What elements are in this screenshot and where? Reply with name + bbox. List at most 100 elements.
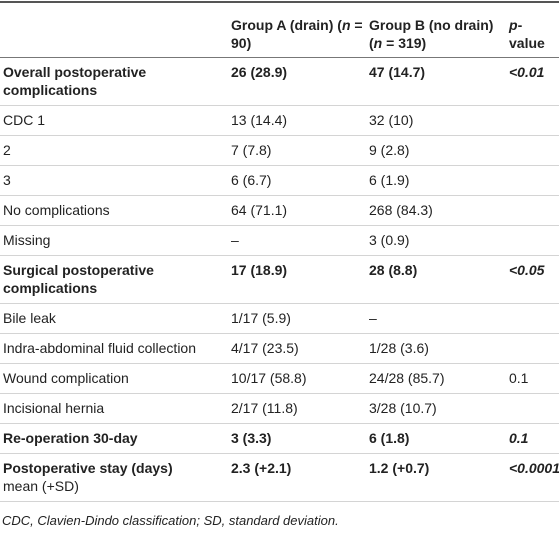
table-cell: 3 (0.9) — [366, 225, 506, 256]
cell-text: 10/17 (58.8) — [231, 370, 307, 386]
table-cell: 268 (84.3) — [366, 195, 506, 226]
table-cell: CDC 1 — [0, 105, 228, 136]
table-cell — [506, 393, 559, 424]
cell-text: Re-operation 30-day — [3, 430, 138, 446]
header-cell — [0, 2, 228, 58]
table-cell: 2/17 (11.8) — [228, 393, 366, 424]
table-cell: 1/17 (5.9) — [228, 303, 366, 334]
header-text: p — [509, 17, 518, 33]
table-cell: Incisional hernia — [0, 393, 228, 424]
table-row: Re-operation 30-day 3 (3.3) 6 (1.8) 0.1 — [0, 423, 559, 454]
cell-text: 1/17 (5.9) — [231, 310, 291, 326]
cell-text: 24/28 (85.7) — [369, 370, 445, 386]
data-table: Group A (drain) (n = 90) Group B (no drai… — [0, 1, 559, 502]
cell-text: <0.05 — [509, 262, 545, 278]
header-cell: Group B (no drain) (n = 319) — [366, 2, 506, 58]
cell-text: 7 (7.8) — [231, 142, 272, 158]
cell-text: 6 (1.9) — [369, 172, 410, 188]
table-cell: Re-operation 30-day — [0, 423, 228, 454]
table-row: Indra-abdominal fluid collection 4/17 (23… — [0, 333, 559, 364]
cell-text: 6 (6.7) — [231, 172, 272, 188]
cell-text: 1.2 (+0.7) — [369, 460, 430, 476]
table-cell: Overall postoperative complications — [0, 57, 228, 106]
table-row: 3 6 (6.7) 6 (1.9) — [0, 165, 559, 196]
table-row: Wound complication 10/17 (58.8) 24/28 (85.… — [0, 363, 559, 394]
table-row: 2 7 (7.8) 9 (2.8) — [0, 135, 559, 166]
table-cell — [506, 195, 559, 226]
table-cell: Bile leak — [0, 303, 228, 334]
cell-text: 64 (71.1) — [231, 202, 288, 218]
cell-text: 3/28 (10.7) — [369, 400, 437, 416]
table-cell — [506, 303, 559, 334]
cell-text: Missing — [3, 232, 51, 248]
cell-text: Wound complication — [3, 370, 129, 386]
table-cell — [506, 135, 559, 166]
table-row: Missing – 3 (0.9) — [0, 225, 559, 256]
header-cell: Group A (drain) (n = 90) — [228, 2, 366, 58]
table-cell: Postoperative stay (days) mean (+SD) — [0, 453, 228, 502]
table-cell: 6 (1.9) — [366, 165, 506, 196]
cell-text: 2.3 (+2.1) — [231, 460, 292, 476]
table-cell: <0.05 — [506, 255, 559, 304]
table-cell: 1/28 (3.6) — [366, 333, 506, 364]
table-row: Surgical postoperative complications 17 (… — [0, 255, 559, 304]
cell-text: 2/17 (11.8) — [231, 400, 298, 416]
table-cell: 3/28 (10.7) — [366, 393, 506, 424]
cell-text: 28 (8.8) — [369, 262, 418, 278]
cell-text: 3 — [3, 172, 11, 188]
footnote: CDC, Clavien-Dindo classification; SD, s… — [2, 513, 339, 528]
cell-text: 47 (14.7) — [369, 64, 426, 80]
cell-text: <0.0001 — [509, 460, 559, 476]
table-cell: 2 — [0, 135, 228, 166]
table-cell: – — [366, 303, 506, 334]
table-cell: 28 (8.8) — [366, 255, 506, 304]
table-cell: 32 (10) — [366, 105, 506, 136]
table-cell — [506, 333, 559, 364]
table-cell: 9 (2.8) — [366, 135, 506, 166]
table-cell: 26 (28.9) — [228, 57, 366, 106]
table-cell: Indra-abdominal fluid collection — [0, 333, 228, 364]
cell-text: Postoperative stay (days) — [3, 460, 173, 476]
cell-text: 9 (2.8) — [369, 142, 410, 158]
table-cell — [506, 225, 559, 256]
table-cell — [506, 165, 559, 196]
header-text: n — [341, 17, 351, 33]
table-cell: 6 (6.7) — [228, 165, 366, 196]
table-cell — [506, 105, 559, 136]
table-cell: 10/17 (58.8) — [228, 363, 366, 394]
header-row: Group A (drain) (n = 90) Group B (no drai… — [0, 2, 559, 58]
cell-text: 32 (10) — [369, 112, 414, 128]
cell-text: Incisional hernia — [3, 400, 105, 416]
cell-text: 1/28 (3.6) — [369, 340, 429, 356]
table-cell: 0.1 — [506, 363, 559, 394]
table-row: Overall postoperative complications 26 (2… — [0, 57, 559, 106]
table-cell: 3 — [0, 165, 228, 196]
table-cell: 24/28 (85.7) — [366, 363, 506, 394]
cell-text: 268 (84.3) — [369, 202, 433, 218]
table-cell: 13 (14.4) — [228, 105, 366, 136]
cell-text: 0.1 — [509, 370, 529, 386]
table-cell: <0.0001 — [506, 453, 559, 502]
cell-text: Bile leak — [3, 310, 56, 326]
cell-text: 4/17 (23.5) — [231, 340, 299, 356]
cell-text: No complications — [3, 202, 110, 218]
table-row: Incisional hernia 2/17 (11.8) 3/28 (10.7) — [0, 393, 559, 424]
cell-text: – — [369, 310, 377, 326]
header-text: Group B (no drain) ( — [369, 17, 494, 51]
table-row: Postoperative stay (days) mean (+SD) 2.3 (… — [0, 453, 559, 502]
header-text: = 90) — [231, 17, 363, 51]
cell-text: Overall postoperative complications — [3, 64, 147, 98]
header-text: Group A (drain) ( — [231, 17, 342, 33]
table-cell: 6 (1.8) — [366, 423, 506, 454]
table-cell: – — [228, 225, 366, 256]
cell-text: Surgical postoperative complications — [3, 262, 154, 296]
table-row: CDC 1 13 (14.4) 32 (10) — [0, 105, 559, 136]
cell-text: Indra-abdominal fluid collection — [3, 340, 196, 356]
cell-text: 26 (28.9) — [231, 64, 288, 80]
table-row: No complications 64 (71.1) 268 (84.3) — [0, 195, 559, 226]
table-cell: 47 (14.7) — [366, 57, 506, 106]
cell-text: 17 (18.9) — [231, 262, 288, 278]
header-text: = 319) — [382, 35, 427, 51]
cell-text: 6 (1.8) — [369, 430, 410, 446]
